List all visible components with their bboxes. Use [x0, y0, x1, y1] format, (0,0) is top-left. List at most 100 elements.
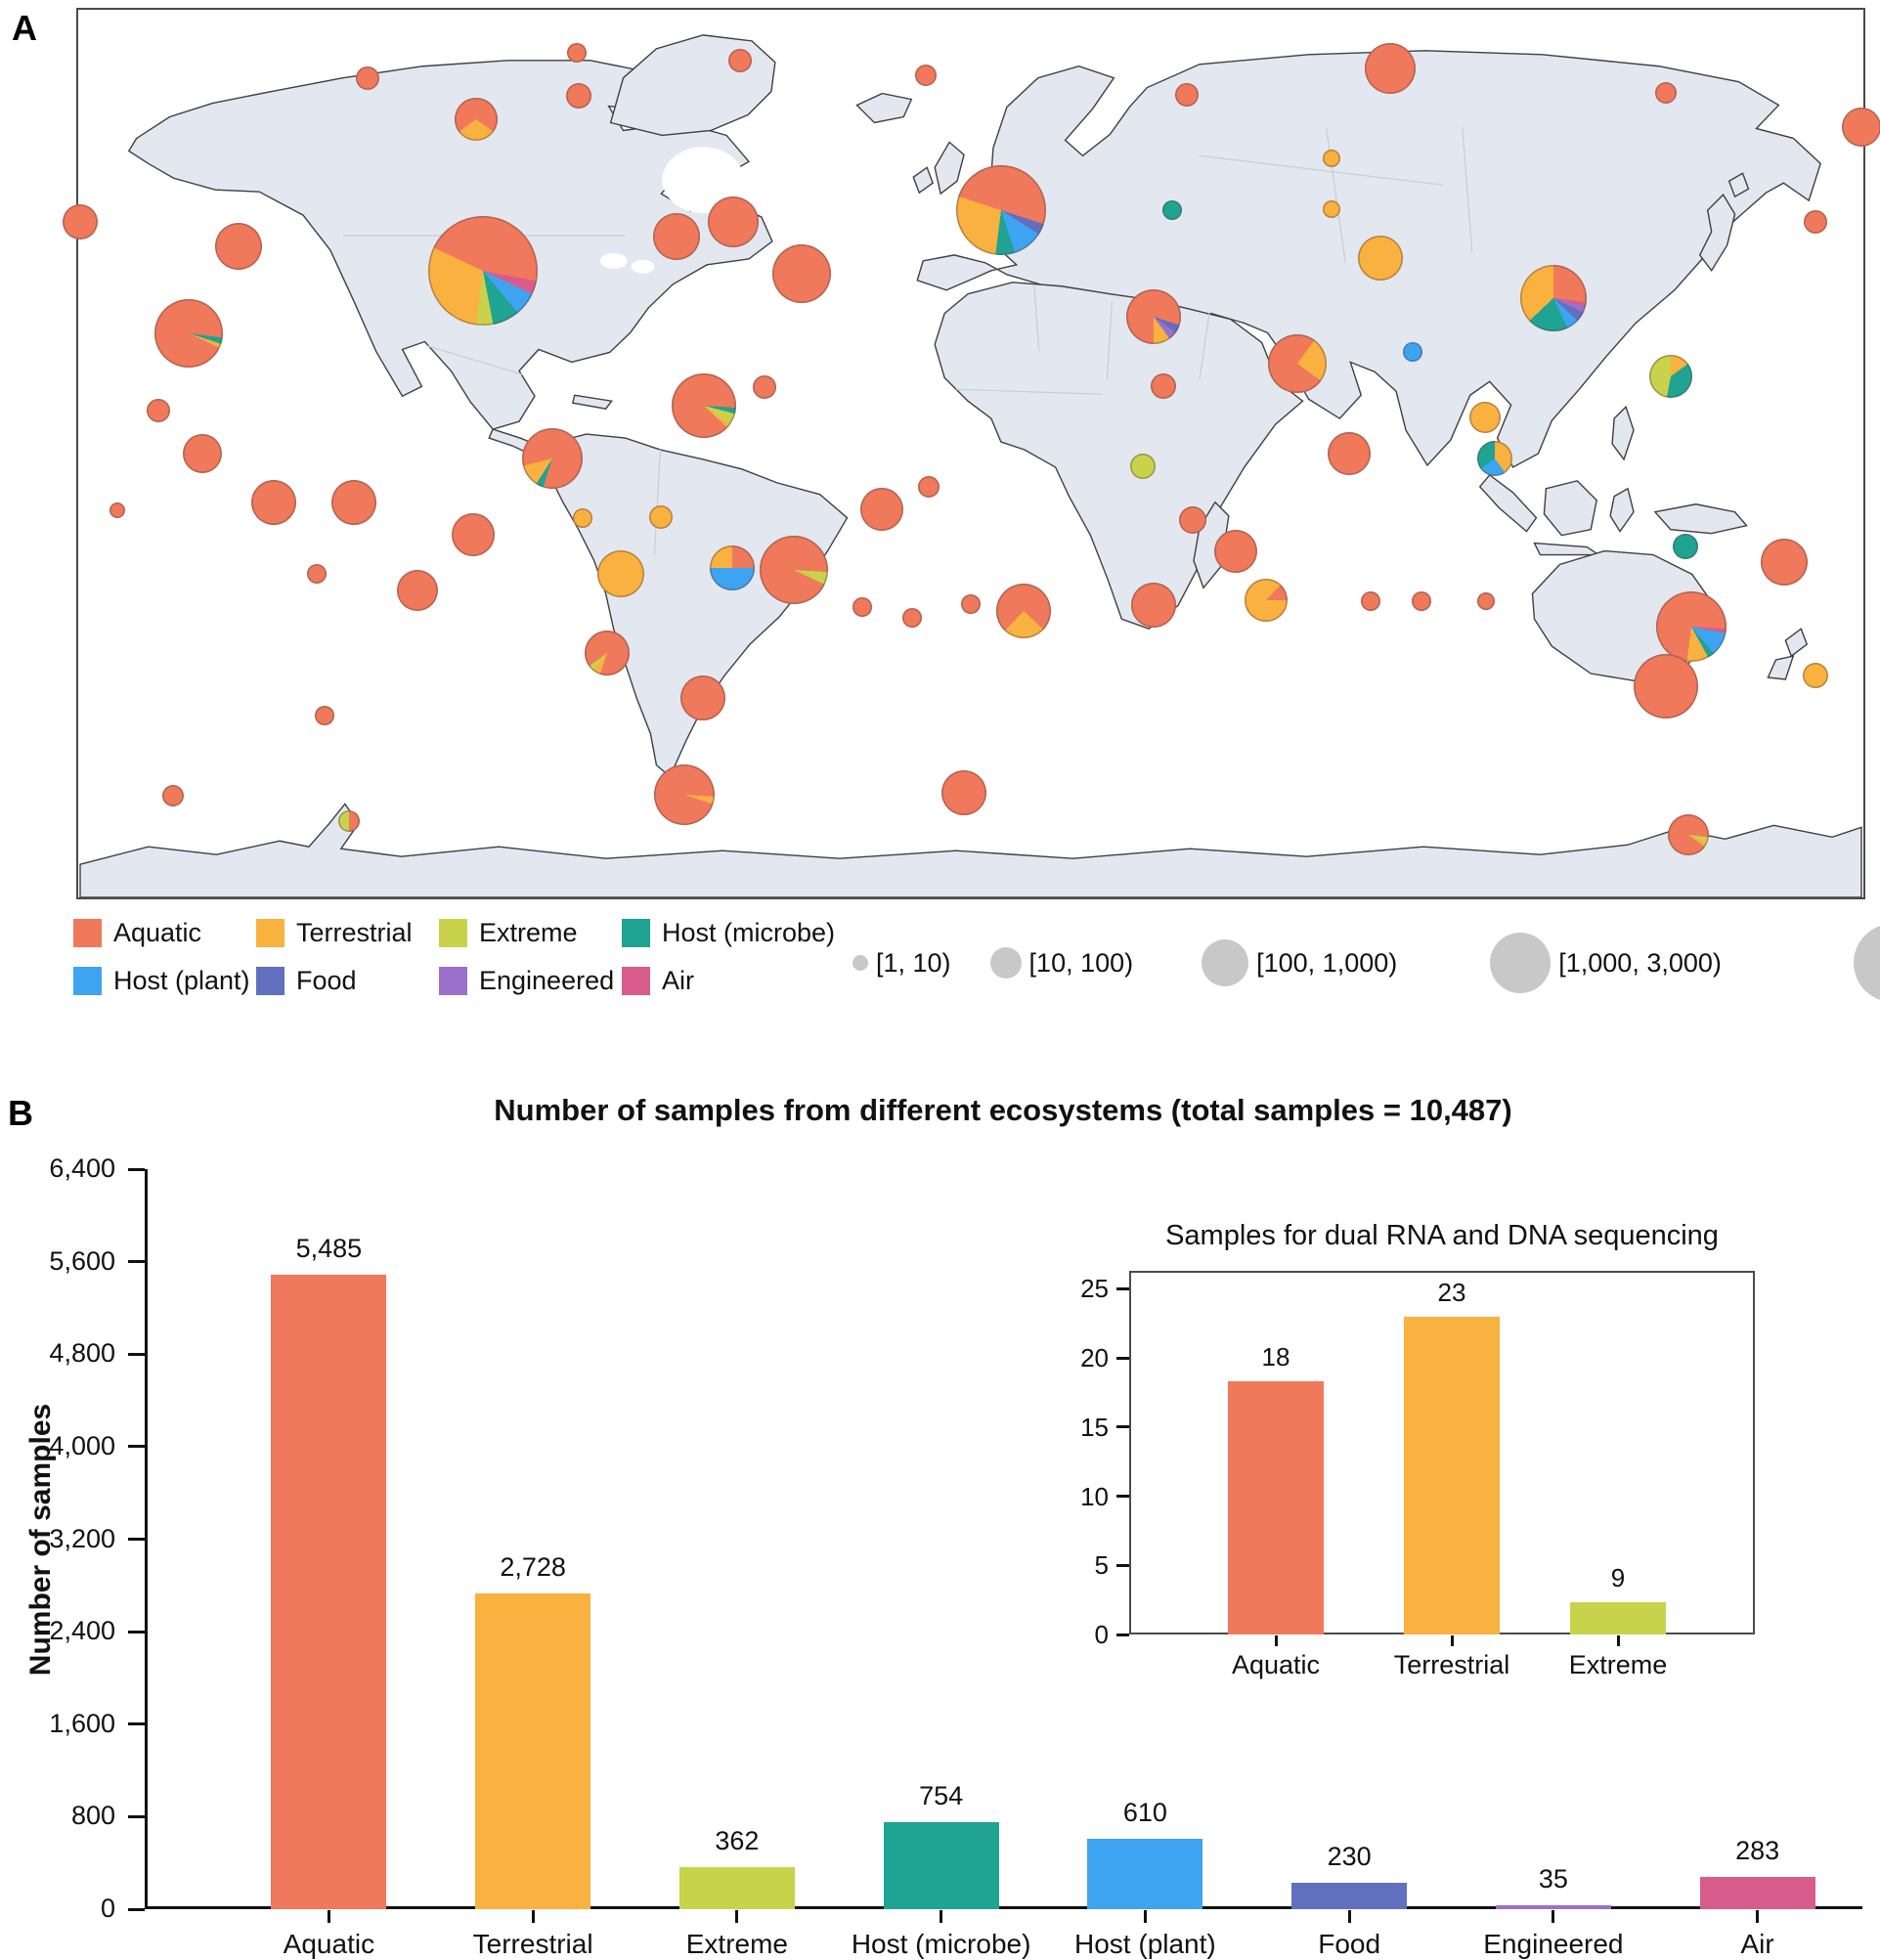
map-pie-marker	[585, 631, 630, 675]
size-legend-circle	[1853, 924, 1880, 1002]
map-pie-marker	[649, 505, 673, 529]
map-pie-marker	[331, 480, 376, 525]
map-pie-marker	[452, 513, 495, 556]
map-pie-marker	[215, 223, 262, 270]
map-pie-marker	[918, 476, 940, 498]
legend-swatch-host_plant	[73, 967, 102, 995]
map-pie-marker	[915, 65, 937, 86]
legend-swatch-extreme	[439, 919, 467, 947]
y-tick-label: 2,400	[49, 1616, 115, 1646]
map-size-legend: [1, 10) [10, 100) [100, 1,000) [1,000, 3,00…	[853, 918, 1880, 1008]
map-pie-marker	[710, 545, 755, 590]
legend-item-host_plant: Host (plant)	[73, 966, 250, 996]
map-pie-marker	[680, 675, 725, 720]
map-pie-marker	[941, 770, 986, 815]
map-pie-marker	[956, 165, 1046, 255]
landmass-japan	[1698, 194, 1736, 273]
map-pie-marker	[1268, 334, 1327, 393]
size-legend-item: [3,000, )	[1853, 924, 1880, 1002]
legend-item-extreme: Extreme	[439, 918, 578, 948]
x-tick-label: Air	[1740, 1929, 1774, 1959]
landmass-iceland	[855, 92, 913, 124]
map-pie-marker	[753, 375, 776, 399]
map-pie-layer	[63, 10, 1880, 897]
legend-label-host_plant: Host (plant)	[113, 966, 250, 995]
map-pie-marker	[728, 49, 752, 72]
legend-swatch-terrestrial	[256, 919, 284, 947]
y-tick-mark	[128, 1907, 145, 1911]
legend-swatch-air	[622, 967, 650, 995]
map-pie-marker	[1328, 432, 1371, 475]
landmass-nz-south	[1767, 655, 1795, 680]
legend-swatch-engineered	[439, 967, 467, 995]
size-legend-label: [10, 100)	[1028, 947, 1134, 978]
size-legend-label: [100, 1,000)	[1256, 947, 1398, 978]
x-tick-mark	[1347, 1910, 1351, 1923]
y-tick-mark	[128, 1630, 145, 1633]
legend-item-food: Food	[256, 966, 357, 996]
legend-item-engineered: Engineered	[439, 966, 614, 996]
map-pie-marker	[708, 196, 759, 247]
y-tick-label: 4,800	[49, 1338, 115, 1369]
size-legend-item: [10, 100)	[989, 947, 1134, 979]
y-tick-label: 6,400	[49, 1154, 115, 1183]
map-pie-marker	[1803, 663, 1828, 688]
size-legend-label: [1,000, 3,000)	[1558, 947, 1722, 978]
map-pie-marker	[183, 434, 222, 473]
map-pie-marker	[1365, 43, 1416, 94]
legend-swatch-aquatic	[73, 919, 102, 947]
map-pie-marker	[1469, 402, 1501, 433]
map-pie-marker	[162, 785, 184, 806]
map-pie-marker	[397, 570, 438, 611]
map-pie-marker	[1842, 108, 1880, 147]
landmass-uk	[934, 141, 965, 196]
map-pie-marker	[1477, 441, 1512, 476]
map-pie-marker	[109, 502, 125, 518]
y-tick-label: 5,600	[49, 1245, 115, 1276]
map-pie-marker	[902, 608, 922, 628]
legend-swatch-food	[256, 967, 284, 995]
map-pie-marker	[1361, 591, 1380, 611]
landmass-philippines	[1611, 405, 1635, 461]
panel-label-a: A	[12, 8, 37, 48]
y-tick-mark	[128, 1260, 145, 1264]
map-pie-marker	[1412, 591, 1431, 611]
y-tick-mark	[128, 1722, 145, 1726]
landmass-borneo	[1543, 480, 1597, 537]
legend-label-terrestrial: Terrestrial	[296, 918, 413, 947]
chart-title: Number of samples from different ecosyst…	[494, 1093, 1512, 1127]
map-pie-marker	[1403, 342, 1422, 362]
landmass-cuba	[571, 394, 613, 410]
map-pie-marker	[455, 98, 498, 141]
map-pie-marker	[1634, 654, 1698, 719]
size-legend-circle	[1202, 939, 1249, 986]
map-pie-marker	[653, 213, 700, 260]
y-tick-mark	[128, 1167, 145, 1171]
map-pie-marker	[1130, 454, 1156, 479]
map-pie-marker	[251, 480, 296, 525]
legend-item-aquatic: Aquatic	[73, 918, 201, 948]
map-pie-marker	[1162, 200, 1182, 220]
map-pie-marker	[1761, 539, 1808, 586]
y-tick-mark	[128, 1814, 145, 1818]
map-pie-marker	[1656, 591, 1727, 662]
size-legend-label: [1, 10)	[876, 947, 951, 978]
map-pie-marker	[573, 508, 592, 528]
y-tick-mark	[128, 1352, 145, 1356]
size-legend-circle	[1490, 933, 1552, 993]
legend-label-food: Food	[296, 966, 357, 995]
x-tick-mark	[1143, 1910, 1147, 1923]
legend-label-host_microbe: Host (microbe)	[662, 918, 836, 947]
map-pie-marker	[1323, 150, 1340, 167]
y-tick-mark	[128, 1445, 145, 1449]
map-pie-marker	[63, 204, 98, 240]
x-tick-mark	[1552, 1910, 1555, 1923]
x-tick-label: Aquatic	[283, 1929, 375, 1959]
y-tick-mark	[128, 1538, 145, 1541]
map-pie-marker	[1520, 265, 1587, 331]
map-pie-marker	[1151, 373, 1176, 399]
legend-item-air: Air	[622, 966, 694, 996]
map-pie-marker	[1649, 355, 1692, 398]
map-pie-marker	[860, 488, 903, 531]
x-tick-mark	[940, 1910, 943, 1923]
